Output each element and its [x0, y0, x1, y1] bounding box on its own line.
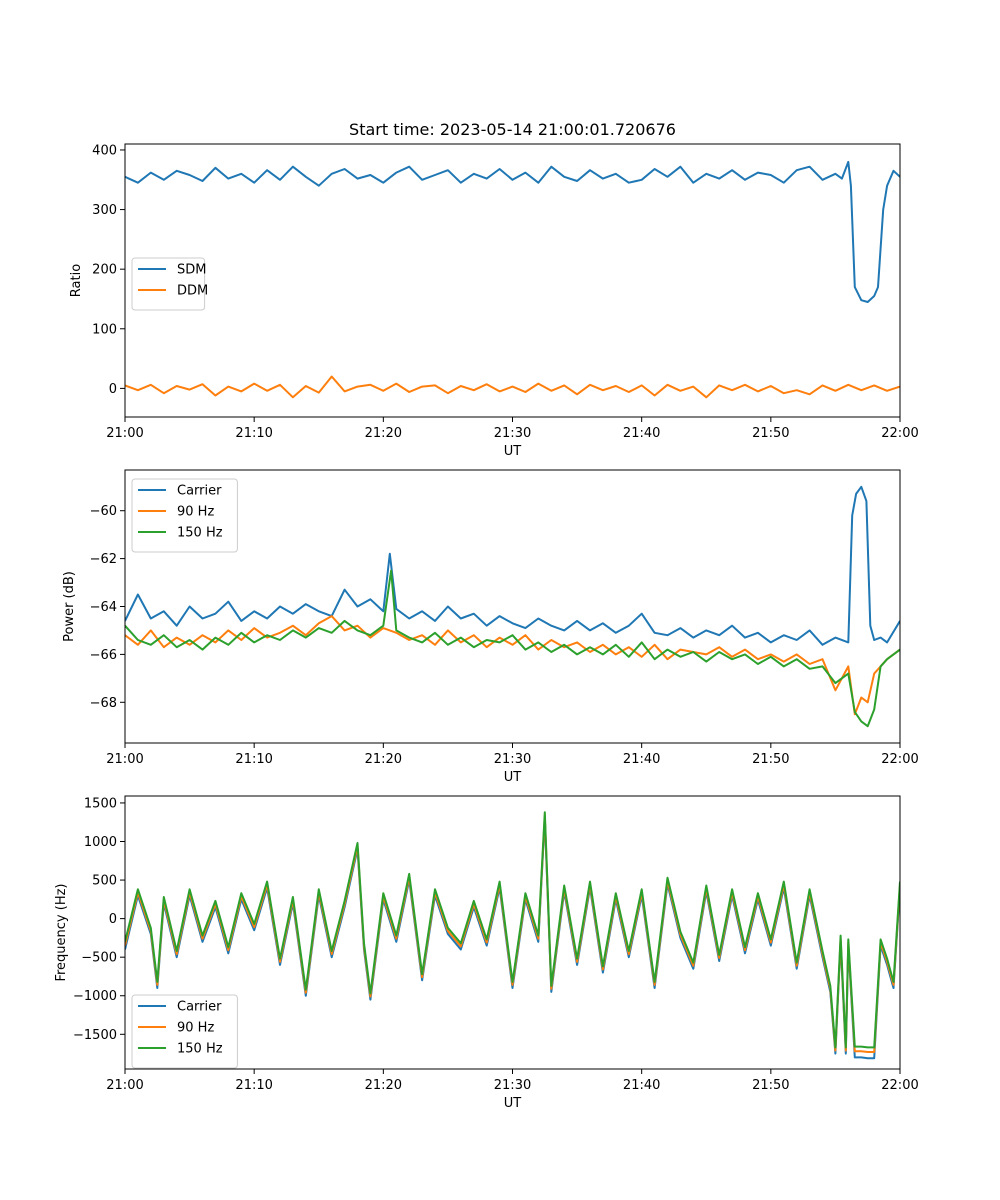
y-tick-label: 300: [92, 203, 117, 218]
legend-label: 90 Hz: [177, 1021, 214, 1036]
legend-label: 150 Hz: [177, 526, 223, 541]
y-tick-label: 0: [109, 912, 117, 927]
x-axis-label: UT: [504, 444, 522, 459]
y-tick-label: 400: [92, 143, 117, 158]
legend-box: [131, 478, 238, 553]
x-tick-label: 21:10: [235, 1078, 272, 1093]
x-tick-label: 21:40: [623, 1078, 660, 1093]
legend-label: SDM: [177, 263, 206, 278]
y-axis-label: Ratio: [69, 264, 84, 297]
x-tick-label: 21:00: [106, 1078, 143, 1093]
legend-label: 150 Hz: [177, 1042, 223, 1057]
legend-label: Carrier: [177, 1000, 222, 1015]
y-axis-label: Frequency (Hz): [54, 883, 69, 981]
ratio-panel: 21:00 21:10 21:20 21:30 21:40 21:50 22:00 0 100 2…: [69, 143, 919, 459]
x-tick-label: 21:40: [623, 752, 660, 767]
x-tick-label: 22:00: [881, 426, 918, 441]
y-tick-label: −66: [90, 648, 117, 663]
legend-box: [131, 994, 238, 1069]
series-line-150-hz: [125, 569, 900, 728]
y-tick-label: 500: [92, 874, 117, 889]
legend-label: DDM: [177, 284, 208, 299]
legend-label: 90 Hz: [177, 505, 214, 520]
y-tick-label: −1500: [73, 1028, 117, 1043]
y-tick-label: 200: [92, 263, 117, 278]
x-tick-label: 22:00: [881, 1078, 918, 1093]
x-tick-label: 22:00: [881, 752, 918, 767]
x-tick-label: 21:50: [752, 1078, 789, 1093]
y-tick-label: −68: [90, 696, 117, 711]
y-tick-label: 1000: [84, 835, 117, 850]
y-tick-label: 0: [109, 382, 117, 397]
series-line-carrier: [125, 485, 900, 646]
x-tick-label: 21:30: [494, 752, 531, 767]
figure-title: Start time: 2023-05-14 21:00:01.720676: [349, 120, 676, 139]
x-tick-label: 21:20: [365, 1078, 402, 1093]
x-axis-label: UT: [504, 1096, 522, 1111]
y-axis-label: Power (dB): [62, 571, 77, 642]
x-axis-label: UT: [504, 770, 522, 785]
x-tick-label: 21:50: [752, 752, 789, 767]
series-line-150-hz: [125, 811, 900, 1049]
x-tick-label: 21:30: [494, 1078, 531, 1093]
x-tick-label: 21:50: [752, 426, 789, 441]
y-tick-label: −60: [90, 504, 117, 519]
series-line-ddm: [125, 375, 900, 399]
legend-label: Carrier: [177, 484, 222, 499]
x-tick-label: 21:00: [106, 426, 143, 441]
y-tick-label: 1500: [84, 796, 117, 811]
frequency-panel: 21:00 21:10 21:20 21:30 21:40 21:50 22:00 −1500…: [54, 795, 919, 1111]
x-tick-label: 21:30: [494, 426, 531, 441]
series-line-90-hz: [125, 615, 900, 716]
legend-box: [131, 257, 206, 311]
y-tick-label: −62: [90, 552, 117, 567]
x-tick-label: 21:10: [235, 426, 272, 441]
series-line-sdm: [125, 160, 900, 303]
y-tick-label: −1000: [73, 989, 117, 1004]
y-tick-label: 100: [92, 322, 117, 337]
y-tick-label: −64: [90, 600, 117, 615]
x-tick-label: 21:40: [623, 426, 660, 441]
y-tick-label: −500: [81, 951, 117, 966]
x-tick-label: 21:20: [365, 752, 402, 767]
x-tick-label: 21:20: [365, 426, 402, 441]
power-panel: 21:00 21:10 21:20 21:30 21:40 21:50 22:00 −68 −6…: [62, 469, 919, 785]
x-tick-label: 21:00: [106, 752, 143, 767]
x-tick-label: 21:10: [235, 752, 272, 767]
